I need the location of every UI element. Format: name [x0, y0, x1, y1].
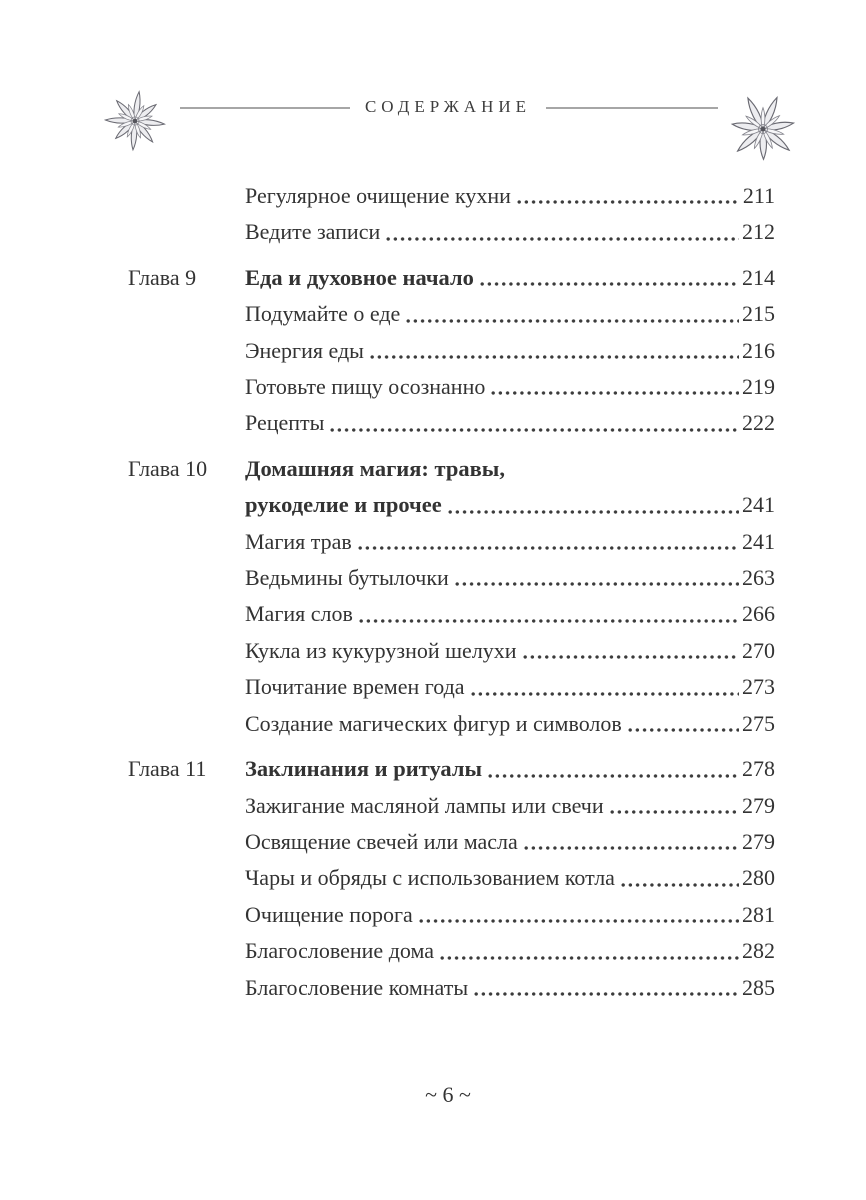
dot-leader [418, 917, 739, 926]
toc-row: Кукла из кукурузной шелухи 270 [128, 633, 775, 669]
toc-row: Благословение комнаты 285 [128, 970, 775, 1006]
entry-title: Благословение дома [245, 938, 434, 964]
entry-title: Еда и духовное начало [245, 264, 474, 290]
toc-chapter-row: Глава 10 Домашняя магия: травы, [128, 451, 775, 487]
dot-leader [447, 507, 739, 516]
dot-leader [474, 989, 739, 998]
page-number: 278 [742, 756, 775, 782]
toc-row: Благословение дома 282 [128, 933, 775, 969]
chapter-label: Глава 10 [128, 455, 208, 481]
dot-leader [406, 316, 739, 325]
dot-leader [357, 544, 739, 553]
entry-title: Магия слов [245, 601, 353, 627]
toc-chapter-row-continuation: рукоделие и прочее 241 [128, 487, 775, 523]
page-number: 219 [742, 374, 775, 400]
header-rule-left [180, 107, 350, 109]
toc-row: Подумайте о еде 215 [128, 296, 775, 332]
dot-leader [479, 280, 739, 289]
page-number: 214 [742, 264, 775, 290]
dot-leader [523, 844, 739, 853]
toc-row: Регулярное очищение кухни 211 [128, 178, 775, 214]
dot-leader [609, 807, 739, 816]
entry-title: Домашняя магия: травы, [245, 455, 505, 481]
toc-row: Почитание времен года 273 [128, 669, 775, 705]
dot-leader [440, 953, 739, 962]
toc-row: Магия слов 266 [128, 596, 775, 632]
page-header: СОДЕРЖАНИЕ [0, 84, 866, 176]
page-number: 211 [742, 183, 775, 208]
dot-leader [522, 653, 739, 662]
entry-title: Благословение комнаты [245, 974, 469, 1000]
page-number: 215 [742, 301, 775, 327]
toc-row: Готовьте пищу осознанно 219 [128, 369, 775, 405]
page-number: 263 [742, 565, 775, 591]
entry-title: Создание магических фигур и символов [245, 710, 622, 736]
page-number: 241 [742, 492, 775, 518]
page-number-footer: ~ 6 ~ [425, 1082, 471, 1107]
toc-chapter-row: Глава 9 Еда и духовное начало 214 [128, 260, 775, 296]
toc-row: Ведите записи 212 [128, 214, 775, 250]
page-number: 273 [742, 674, 775, 700]
star-anise-icon [730, 96, 796, 161]
entry-title: Ведите записи [245, 219, 381, 245]
entry-title: Энергия еды [245, 337, 364, 363]
toc-row: Чары и обряды с использованием котла 280 [128, 860, 775, 896]
page-number: 216 [742, 337, 775, 363]
page-number: 279 [742, 828, 775, 854]
entry-title: Чары и обряды с использованием котла [245, 865, 615, 891]
page-number: 241 [742, 528, 775, 554]
entry-title: Почитание времен года [245, 674, 465, 700]
dot-leader [488, 771, 739, 780]
page-number: 279 [742, 792, 775, 818]
entry-title: Регулярное очищение кухни [245, 183, 511, 208]
page-number: 275 [742, 710, 775, 736]
toc-row: Освящение свечей или масла 279 [128, 824, 775, 860]
page-number: 266 [742, 601, 775, 627]
chapter-label: Глава 9 [128, 264, 197, 290]
dot-leader [386, 234, 739, 243]
dot-leader [516, 198, 740, 207]
dot-leader [369, 353, 739, 362]
toc-row: Ведьмины бутылочки 263 [128, 560, 775, 596]
toc-chapter-row: Глава 11 Заклинания и ритуалы 278 [128, 751, 775, 787]
toc-row: Магия трав 241 [128, 524, 775, 560]
entry-title: Рецепты [245, 410, 325, 436]
dot-leader [620, 880, 739, 889]
page-number: 282 [742, 938, 775, 964]
toc-row: Очищение порога 281 [128, 897, 775, 933]
entry-title: рукоделие и прочее [245, 492, 442, 518]
entry-title: Готовьте пищу осознанно [245, 374, 486, 400]
page-number: 285 [742, 974, 775, 1000]
toc-row: Энергия еды 216 [128, 333, 775, 369]
toc-row: Создание магических фигур и символов 275 [128, 706, 775, 742]
page-number: 222 [742, 410, 775, 436]
page-title: СОДЕРЖАНИЕ [364, 97, 532, 116]
dot-leader [358, 616, 739, 625]
dot-leader [454, 580, 739, 589]
toc-row: Зажигание масляной лампы или свечи 279 [128, 788, 775, 824]
entry-title: Магия трав [245, 528, 352, 554]
page-number: 280 [742, 865, 775, 891]
page-number: 281 [742, 901, 775, 927]
toc-row: Рецепты 222 [128, 405, 775, 441]
entry-title: Зажигание масляной лампы или свечи [245, 792, 604, 818]
entry-title: Освящение свечей или масла [245, 828, 518, 854]
entry-title: Кукла из кукурузной шелухи [245, 637, 517, 663]
dot-leader [491, 389, 739, 398]
dot-leader [627, 726, 739, 735]
dot-leader [330, 425, 739, 434]
dot-leader [470, 689, 739, 698]
entry-title: Подумайте о еде [245, 301, 401, 327]
star-anise-icon [103, 90, 166, 152]
entry-title: Заклинания и ритуалы [245, 756, 483, 782]
page-number: 212 [742, 219, 775, 245]
chapter-label: Глава 11 [128, 756, 207, 782]
table-of-contents: Регулярное очищение кухни 211 Ведите запи… [128, 178, 775, 1006]
entry-title: Очищение порога [245, 901, 413, 927]
page-number: 270 [742, 637, 775, 663]
entry-title: Ведьмины бутылочки [245, 565, 449, 591]
header-rule-right [546, 107, 718, 109]
